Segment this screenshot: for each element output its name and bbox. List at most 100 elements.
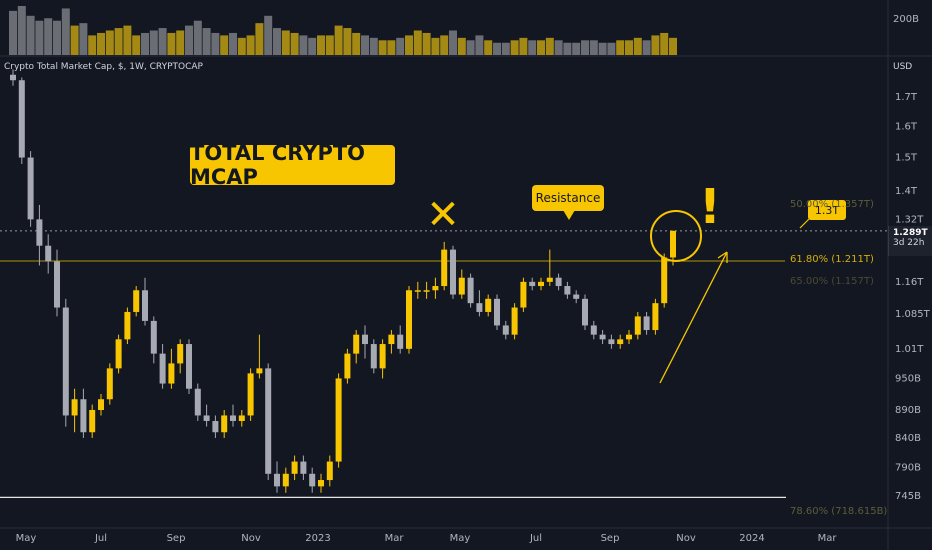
y-tick-label: 840B <box>895 433 921 444</box>
highlight-circle <box>650 210 702 262</box>
volume-bar <box>97 32 105 55</box>
volume-bar <box>88 35 97 55</box>
candle-body <box>115 339 122 369</box>
candle-body <box>335 378 342 462</box>
volume-bar <box>61 8 70 55</box>
x-tick-label: Sep <box>167 533 186 544</box>
candle-body <box>247 373 254 416</box>
volume-bar <box>308 37 317 55</box>
volume-bar <box>510 40 519 55</box>
volume-bar <box>589 40 598 55</box>
candle-body <box>212 420 219 433</box>
volume-bar <box>334 25 343 55</box>
y-tick-label: 1.5T <box>895 153 918 164</box>
volume-bar <box>325 35 334 55</box>
trend-arrow-line <box>659 251 728 384</box>
candle-body <box>265 368 272 474</box>
volume-bar <box>545 37 554 55</box>
x-tick-label: Sep <box>601 533 620 544</box>
currency-label[interactable]: USD <box>893 62 913 72</box>
last-price-value: 1.289T <box>893 228 928 238</box>
y-tick-label: 745B <box>895 491 921 502</box>
volume-bar <box>405 35 413 55</box>
candle-body <box>133 290 140 312</box>
x-tick-label: 2023 <box>305 533 330 544</box>
candle-body <box>142 290 148 321</box>
volume-bar <box>493 42 501 55</box>
candle-body <box>564 286 571 295</box>
candle-body <box>582 298 588 326</box>
volume-bar <box>273 28 281 55</box>
volume-bar <box>616 40 625 55</box>
volume-bar <box>114 28 123 55</box>
volume-bar <box>17 6 26 55</box>
volume-bar <box>598 42 607 55</box>
candle-body <box>186 344 192 389</box>
candle-body <box>291 461 298 474</box>
candle-body <box>54 261 60 308</box>
x-mark-annotation: ✕ <box>426 192 460 238</box>
fib-level-label: 61.80% (1.211T) <box>790 254 874 266</box>
candle-body <box>71 399 78 416</box>
trend-arrow-head <box>717 251 728 263</box>
volume-bar <box>185 25 193 55</box>
volume-bar <box>317 35 325 55</box>
y-tick-label: 1.7T <box>895 92 918 103</box>
volume-bar <box>501 42 510 55</box>
candle-body <box>529 281 536 287</box>
x-tick-label: Mar <box>818 533 838 544</box>
fib-level-label: 50.00% (1.357T) <box>790 198 874 210</box>
volume-bar <box>660 32 669 55</box>
candle-body <box>274 473 280 487</box>
volume-bar <box>607 42 616 55</box>
volume-bar <box>625 40 633 55</box>
y-tick-label: 890B <box>895 405 921 416</box>
x-tick-label: Mar <box>385 533 405 544</box>
volume-bar <box>141 32 149 55</box>
y-tick-label: 790B <box>895 463 921 474</box>
candle-body <box>168 363 175 384</box>
target-callout-pointer <box>799 217 811 229</box>
candle-body <box>414 290 421 292</box>
x-tick-label: Jul <box>529 533 542 544</box>
volume-bar <box>246 35 255 55</box>
volume-bar <box>9 10 17 55</box>
candle-body <box>89 409 96 433</box>
y-tick-label: 1.6T <box>895 121 918 132</box>
candle-body <box>379 344 386 369</box>
chart-title-banner: TOTAL CRYPTO MCAP <box>190 141 395 189</box>
x-tick-label: Nov <box>676 533 696 544</box>
volume-scale-label: 200B <box>893 14 919 25</box>
resistance-callout-tail <box>563 210 575 220</box>
volume-bar <box>132 35 141 55</box>
volume-bar <box>651 35 660 55</box>
candle-body <box>230 415 236 421</box>
volume-bar <box>158 28 167 55</box>
candle-body <box>124 311 131 340</box>
candle-body <box>221 415 228 433</box>
last-price-tag: 1.289T 3d 22h <box>888 226 932 256</box>
x-tick-label: Nov <box>241 533 261 544</box>
y-tick-label: 1.085T <box>895 309 931 320</box>
candle-body <box>432 286 439 291</box>
volume-bar <box>299 35 308 55</box>
candle-body <box>309 473 316 487</box>
candle-body <box>485 298 492 312</box>
candle-body <box>106 368 113 400</box>
candle-body <box>573 294 580 299</box>
candle-body <box>159 353 166 384</box>
volume-bar <box>70 25 79 55</box>
fib-level-label: 78.60% (718.615B) <box>790 506 888 518</box>
candle-body <box>80 399 87 433</box>
volume-bar <box>343 28 352 55</box>
volume-bar <box>413 30 422 55</box>
volume-bar <box>290 32 299 55</box>
volume-bar <box>220 35 229 55</box>
candle-body <box>511 307 518 335</box>
volume-bar <box>431 37 440 55</box>
volume-bar <box>229 32 237 55</box>
volume-bar <box>519 37 528 55</box>
volume-bar <box>642 40 651 55</box>
volume-bar <box>255 23 264 55</box>
candle-body <box>62 307 69 416</box>
